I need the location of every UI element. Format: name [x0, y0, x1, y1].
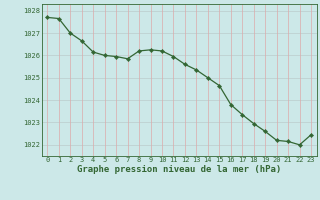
X-axis label: Graphe pression niveau de la mer (hPa): Graphe pression niveau de la mer (hPa): [77, 165, 281, 174]
